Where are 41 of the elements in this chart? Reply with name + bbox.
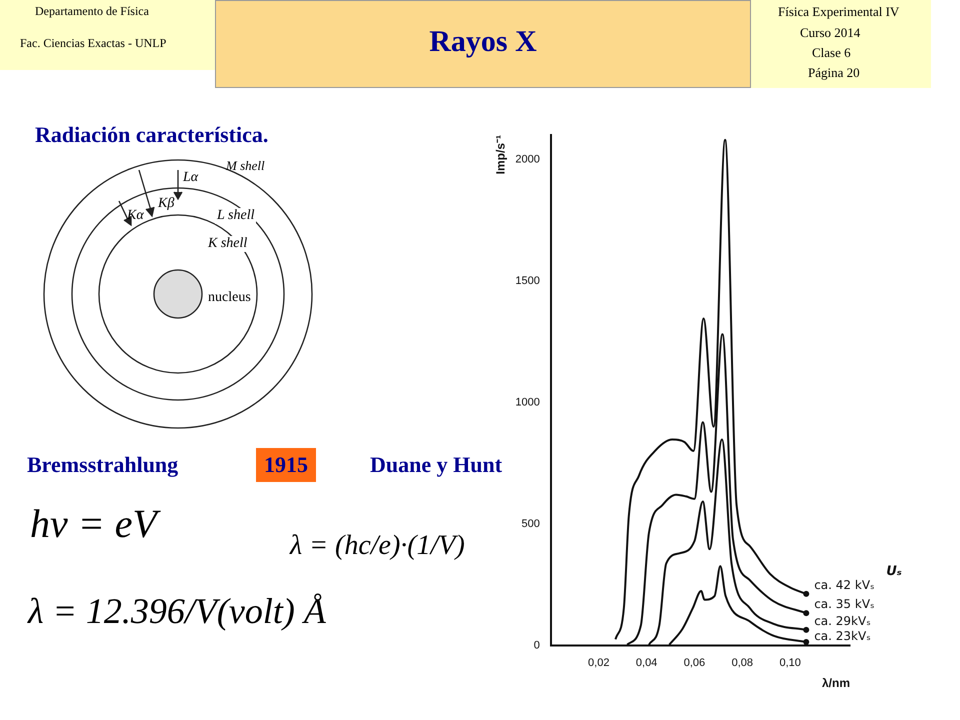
text: Kα xyxy=(127,208,144,224)
x-tick-label: 0,10 xyxy=(779,657,801,670)
x-tick-label: 0,06 xyxy=(684,657,706,670)
chart-title: Rayos X xyxy=(428,25,538,59)
text: M shell xyxy=(226,158,265,174)
series-label: ca. 42 kVₛ xyxy=(814,578,875,592)
text: Duane y Hunt xyxy=(370,452,502,478)
point xyxy=(803,610,810,616)
x-tick-label: 0,04 xyxy=(636,657,658,670)
text: Lα xyxy=(183,170,198,186)
y-tick-label: 2000 xyxy=(515,153,540,166)
text: Física Experimental IV xyxy=(778,4,900,20)
text: Fac. Ciencias Exactas - UNLP xyxy=(20,36,166,51)
series-label: ca. 35 kVₛ xyxy=(814,597,875,612)
text: Radiación característica. xyxy=(35,122,268,148)
y-tick-label: 1000 xyxy=(515,396,540,408)
series-label: ca. 29kVₛ xyxy=(814,614,871,628)
x-axis-title: λ/nm xyxy=(822,676,850,690)
y-tick-label: 0 xyxy=(534,639,540,652)
legend-title: Uₛ xyxy=(886,564,902,580)
text: 1915 xyxy=(256,448,316,482)
y-tick-label: 1500 xyxy=(515,274,540,287)
x-tick-label: 0,08 xyxy=(732,657,754,670)
y-tick-label: 500 xyxy=(522,518,540,530)
text: K shell xyxy=(206,236,250,252)
text: Página 20 xyxy=(808,65,860,81)
text: nucleus xyxy=(206,290,253,306)
y-axis-title: Imp/s⁻¹ xyxy=(494,135,508,174)
text: λ = 12.396/V(volt) Å xyxy=(28,590,326,632)
text: Departamento de Física xyxy=(35,4,149,19)
text: Clase 6 xyxy=(812,45,851,61)
x-tick-label: 0,02 xyxy=(588,657,610,670)
text: Bremsstrahlung xyxy=(27,452,178,478)
point xyxy=(803,638,810,645)
text: λ = (hc/e)·(1/V) xyxy=(290,530,465,562)
point xyxy=(803,590,810,597)
series-label: ca. 23kVₛ xyxy=(814,628,871,643)
text: Curso 2014 xyxy=(800,25,860,41)
point xyxy=(803,626,810,633)
text: Kβ xyxy=(158,196,174,212)
text: L shell xyxy=(215,208,256,224)
